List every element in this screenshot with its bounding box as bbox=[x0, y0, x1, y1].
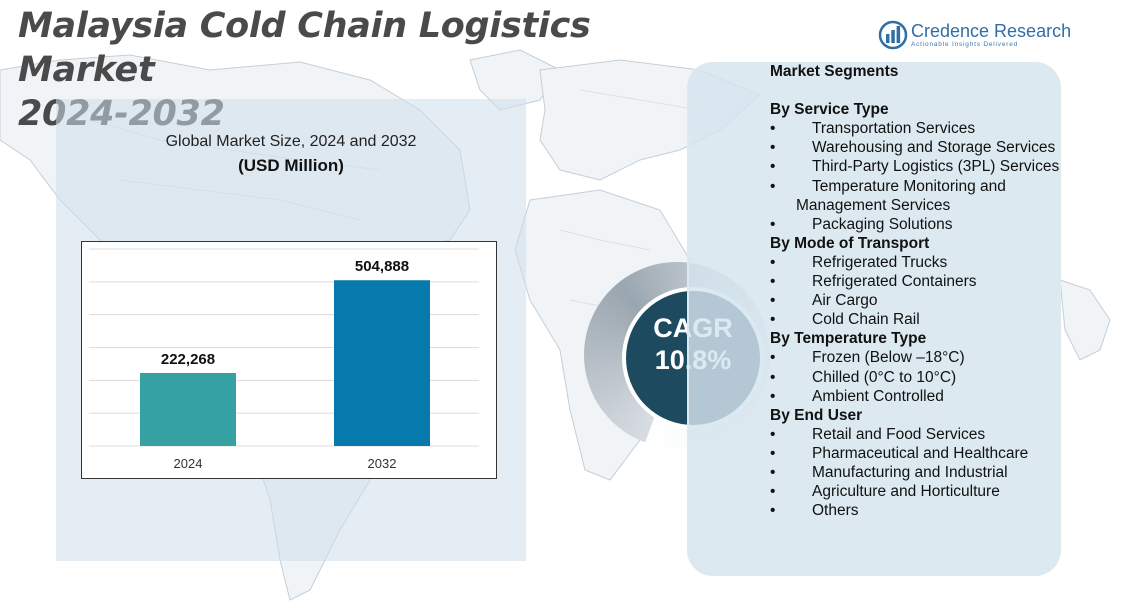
bullet-icon: • bbox=[770, 253, 776, 271]
bullet-icon: • bbox=[770, 425, 776, 443]
bullet-icon: • bbox=[770, 292, 776, 310]
segment-heading: By Mode of Transport bbox=[770, 234, 930, 252]
chart-unit-label: (USD Million) bbox=[238, 156, 344, 175]
title-line-1: Malaysia Cold Chain Logistics Market bbox=[18, 6, 591, 90]
segment-item-label: Refrigerated Trucks bbox=[812, 253, 948, 271]
bar-chart-logo-icon bbox=[878, 20, 908, 50]
segment-list-item: • Third-Party Logistics (3PL) Services bbox=[770, 157, 1060, 176]
bar-chart: 222,268 504,888 2024 2032 bbox=[81, 241, 497, 479]
segment-heading: By End User bbox=[770, 406, 863, 424]
bullet-icon: • bbox=[770, 502, 776, 520]
chart-title: Global Market Size, 2024 and 2032 bbox=[165, 133, 417, 150]
segments-panel bbox=[687, 62, 1061, 576]
segment-list-item: • Warehousing and Storage Services bbox=[770, 138, 1060, 157]
bar-2024 bbox=[140, 373, 236, 446]
segment-item-label: Retail and Food Services bbox=[812, 425, 986, 443]
segment-list-item: • Refrigerated Containers bbox=[770, 272, 1060, 291]
bullet-icon: • bbox=[770, 368, 776, 386]
segment-item-label: Others bbox=[812, 502, 859, 520]
segment-item-label: Air Cargo bbox=[812, 292, 878, 310]
segment-item-label: Refrigerated Containers bbox=[812, 273, 977, 291]
segment-list-item: • Refrigerated Trucks bbox=[770, 253, 1060, 272]
segment-list-item: • Cold Chain Rail bbox=[770, 310, 1060, 329]
segment-list-item: • Retail and Food Services bbox=[770, 425, 1060, 444]
segment-item-label: Frozen (Below –18°C) bbox=[812, 349, 965, 367]
segments-list: Market Segments By Service Type • Transpor… bbox=[770, 62, 1060, 520]
bullet-icon: • bbox=[770, 349, 776, 367]
segment-list-item: • Pharmaceutical and Healthcare bbox=[770, 444, 1060, 463]
bar-2032 bbox=[334, 280, 430, 446]
segment-item-label: Transportation Services bbox=[812, 120, 976, 138]
bullet-icon: • bbox=[770, 444, 776, 462]
logo-name: Credence Research bbox=[911, 21, 1072, 41]
segment-list-item: • Packaging Solutions bbox=[770, 215, 1060, 234]
bullet-icon: • bbox=[770, 311, 776, 329]
segment-list-item: • Temperature Monitoring and Management S… bbox=[770, 177, 1060, 215]
bullet-icon: • bbox=[770, 177, 776, 195]
segment-item-label: Warehousing and Storage Services bbox=[812, 139, 1056, 157]
segment-item-label: Ambient Controlled bbox=[812, 387, 944, 405]
bullet-icon: • bbox=[770, 215, 776, 233]
segments-title: Market Segments bbox=[770, 63, 899, 80]
segment-list-item: • Air Cargo bbox=[770, 291, 1060, 310]
segment-list-item: • Manufacturing and Industrial bbox=[770, 463, 1060, 482]
bullet-icon: • bbox=[770, 139, 776, 157]
segment-heading: By Temperature Type bbox=[770, 330, 927, 348]
segment-list-item: • Others bbox=[770, 501, 1060, 520]
segment-item-label: Chilled (0°C to 10°C) bbox=[812, 368, 957, 386]
bullet-icon: • bbox=[770, 387, 776, 405]
bar-value-label: 222,268 bbox=[161, 351, 215, 368]
segment-list-item: • Chilled (0°C to 10°C) bbox=[770, 368, 1060, 387]
segment-item-label: Cold Chain Rail bbox=[812, 311, 920, 329]
segment-item-label: Agriculture and Horticulture bbox=[812, 483, 1000, 501]
segment-item-label: Temperature Monitoring and Management Se… bbox=[796, 177, 1006, 214]
segment-list-item: • Agriculture and Horticulture bbox=[770, 482, 1060, 501]
segment-item-label: Manufacturing and Industrial bbox=[812, 463, 1008, 481]
credence-research-logo: Credence Research Actionable Insights De… bbox=[878, 20, 1072, 52]
bullet-icon: • bbox=[770, 483, 776, 501]
segment-item-label: Third-Party Logistics (3PL) Services bbox=[812, 158, 1060, 176]
logo-tagline: Actionable Insights Delivered bbox=[911, 41, 1019, 48]
x-tick-label: 2032 bbox=[368, 456, 397, 471]
bullet-icon: • bbox=[770, 273, 776, 291]
segment-heading: By Service Type bbox=[770, 101, 889, 119]
segment-item-label: Pharmaceutical and Healthcare bbox=[812, 444, 1029, 462]
segment-list-item: • Frozen (Below –18°C) bbox=[770, 348, 1060, 367]
bullet-icon: • bbox=[770, 120, 776, 138]
segments-spacer bbox=[770, 81, 1060, 100]
bar-value-label: 504,888 bbox=[355, 258, 409, 275]
segment-list-item: • Ambient Controlled bbox=[770, 387, 1060, 406]
bullet-icon: • bbox=[770, 463, 776, 481]
x-tick-label: 2024 bbox=[174, 456, 203, 471]
segment-item-label: Packaging Solutions bbox=[812, 215, 953, 233]
segment-list-item: • Transportation Services bbox=[770, 119, 1060, 138]
bullet-icon: • bbox=[770, 158, 776, 176]
